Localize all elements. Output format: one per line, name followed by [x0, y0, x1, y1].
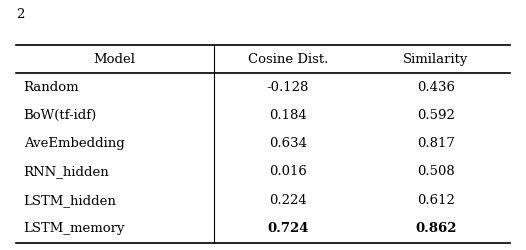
Text: 0.436: 0.436 [417, 81, 455, 94]
Text: Model: Model [94, 52, 136, 66]
Text: 0.184: 0.184 [269, 109, 307, 122]
Text: BoW(tf-idf): BoW(tf-idf) [24, 109, 97, 122]
Text: 0.612: 0.612 [417, 194, 455, 207]
Text: 0.016: 0.016 [269, 166, 307, 178]
Text: LSTM_memory: LSTM_memory [24, 222, 125, 235]
Text: 0.224: 0.224 [269, 194, 307, 207]
Text: 0.634: 0.634 [269, 137, 307, 150]
Text: -0.128: -0.128 [267, 81, 309, 94]
Text: AveEmbedding: AveEmbedding [24, 137, 125, 150]
Text: 0.592: 0.592 [417, 109, 455, 122]
Text: 2: 2 [16, 8, 24, 20]
Text: 0.724: 0.724 [267, 222, 308, 235]
Text: 0.817: 0.817 [417, 137, 455, 150]
Text: 0.862: 0.862 [416, 222, 457, 235]
Text: Cosine Dist.: Cosine Dist. [248, 52, 328, 66]
Text: 0.508: 0.508 [417, 166, 455, 178]
Text: Random: Random [24, 81, 79, 94]
Text: RNN_hidden: RNN_hidden [24, 166, 109, 178]
Text: LSTM_hidden: LSTM_hidden [24, 194, 117, 207]
Text: Similarity: Similarity [403, 52, 469, 66]
